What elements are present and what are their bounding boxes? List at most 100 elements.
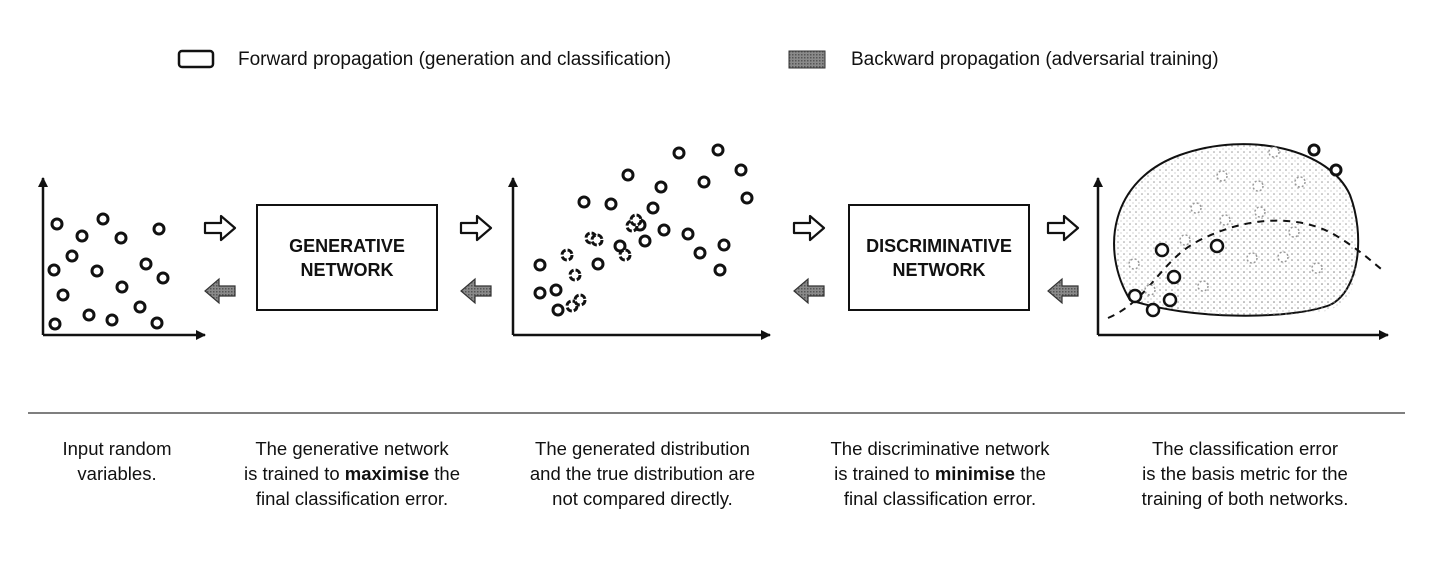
generative-network-box bbox=[256, 204, 438, 311]
caption-distribution-line2: and the true distribution are bbox=[529, 463, 756, 484]
decision-boundary bbox=[1107, 219, 1386, 319]
plot1-point bbox=[114, 231, 128, 245]
plot1-point bbox=[50, 217, 64, 231]
caption-classification: The classification error is the basis me… bbox=[1100, 436, 1390, 511]
legend-forward-swatch bbox=[177, 49, 215, 69]
plot1-point bbox=[65, 249, 79, 263]
plot2-point bbox=[533, 258, 547, 272]
backward-arrow-4 bbox=[1047, 277, 1079, 305]
plot2-points bbox=[533, 143, 754, 317]
plot3-faint-point bbox=[1252, 180, 1264, 192]
plot1-point bbox=[47, 263, 61, 277]
plot3-faint-point bbox=[1197, 280, 1209, 292]
plot3-faint-point bbox=[1254, 206, 1266, 218]
plot1-point bbox=[156, 271, 170, 285]
forward-arrow-3 bbox=[792, 214, 826, 242]
discriminative-network-box bbox=[848, 204, 1030, 311]
plot3-faint-point bbox=[1144, 284, 1156, 296]
plot2-point bbox=[549, 283, 563, 297]
plot2-point bbox=[657, 223, 671, 237]
caption-generative-line2a: is trained to bbox=[244, 463, 345, 484]
discriminative-label-line1: DISCRIMINATIVE bbox=[866, 235, 1012, 256]
plot1-point bbox=[75, 229, 89, 243]
plot3-faint-point bbox=[1219, 214, 1231, 226]
plot2-point bbox=[638, 234, 652, 248]
plot3-points bbox=[1127, 143, 1343, 318]
legend-backward-swatch bbox=[788, 50, 826, 69]
input-scatter-plot bbox=[38, 177, 206, 340]
caption-classification-line3: training of both networks. bbox=[1141, 488, 1349, 509]
plot3-faint-point bbox=[1294, 176, 1306, 188]
plot2-generated-point bbox=[629, 213, 643, 227]
caption-classification-line1: The classification error bbox=[1151, 438, 1339, 459]
plot3-faint-point bbox=[1311, 262, 1323, 274]
caption-discriminative-emphasis: minimise bbox=[934, 463, 1016, 484]
plot1-point bbox=[133, 300, 147, 314]
plot2-generated-point bbox=[618, 248, 632, 262]
caption-generative: The generative network is trained to max… bbox=[222, 436, 482, 511]
caption-discriminative-line2: is trained to minimise the bbox=[798, 461, 1082, 486]
caption-distribution: The generated distribution and the true … bbox=[500, 436, 785, 511]
plot3-faint-point bbox=[1190, 202, 1202, 214]
backward-arrow-3 bbox=[793, 277, 825, 305]
caption-distribution-line1: The generated distribution bbox=[535, 438, 750, 459]
plot2-point bbox=[740, 191, 754, 205]
plot3-faint-point bbox=[1277, 251, 1289, 263]
plot1-point bbox=[150, 316, 164, 330]
plot2-point bbox=[654, 180, 668, 194]
plot3-faint-point bbox=[1179, 234, 1191, 246]
forward-arrow-1 bbox=[203, 214, 237, 242]
plot2-point bbox=[711, 143, 725, 157]
plot3-faint-point bbox=[1288, 226, 1300, 238]
caption-input-line1: Input random bbox=[62, 438, 172, 459]
legend-backward-label: Backward propagation (adversarial traini… bbox=[851, 49, 1219, 70]
caption-generative-emphasis: maximise bbox=[344, 463, 430, 484]
plot2-point bbox=[577, 195, 591, 209]
legend-forward-label: Forward propagation (generation and clas… bbox=[238, 49, 672, 70]
caption-discriminative-line3: final classification error. bbox=[843, 488, 1037, 509]
plot2-generated-point bbox=[560, 248, 574, 262]
plot1-point bbox=[105, 313, 119, 327]
distribution-scatter-plot bbox=[508, 143, 771, 340]
caption-discriminative-line1: The discriminative network bbox=[830, 438, 1050, 459]
plot2-generated-point bbox=[573, 293, 587, 307]
caption-discriminative-line2b: the bbox=[1015, 463, 1046, 484]
plot2-point bbox=[672, 146, 686, 160]
generative-network-label: GENERATIVE NETWORK bbox=[257, 205, 437, 310]
caption-distribution-line3: not compared directly. bbox=[552, 488, 733, 509]
plot1-point bbox=[90, 264, 104, 278]
plot1-point bbox=[48, 317, 62, 331]
caption-discriminative-line2a: is trained to bbox=[834, 463, 935, 484]
plot2-generated-point bbox=[568, 268, 582, 282]
forward-arrow-2 bbox=[459, 214, 493, 242]
plot2-point bbox=[646, 201, 660, 215]
discriminative-label-line2: NETWORK bbox=[892, 259, 986, 280]
plot2-point bbox=[604, 197, 618, 211]
plot2-generated-point bbox=[590, 233, 604, 247]
plot3-true-point bbox=[1166, 269, 1182, 285]
caption-classification-line2: is the basis metric for the bbox=[1142, 463, 1348, 484]
backward-arrow-2 bbox=[460, 277, 492, 305]
plot1-point bbox=[139, 257, 153, 271]
plot1-point bbox=[115, 280, 129, 294]
plot3-true-point bbox=[1145, 302, 1161, 318]
plot3-faint-point bbox=[1268, 146, 1280, 158]
plot1-points bbox=[47, 212, 170, 331]
caption-input: Input random variables. bbox=[22, 436, 212, 486]
plot3-faint-point bbox=[1128, 258, 1140, 270]
plot2-point bbox=[621, 168, 635, 182]
caption-generative-line2: is trained to maximise the bbox=[222, 461, 482, 486]
plot3-faint-point bbox=[1216, 170, 1228, 182]
caption-generative-line2b: the bbox=[429, 463, 460, 484]
plot1-point bbox=[82, 308, 96, 322]
plot3-outlier-point bbox=[1307, 143, 1321, 157]
forward-arrow-4 bbox=[1046, 214, 1080, 242]
discriminative-network-label: DISCRIMINATIVE NETWORK bbox=[849, 205, 1029, 310]
caption-generative-line3: final classification error. bbox=[255, 488, 449, 509]
plot2-point bbox=[551, 303, 565, 317]
caption-input-line2: variables. bbox=[77, 463, 157, 484]
generative-label-line2: NETWORK bbox=[300, 259, 394, 280]
plot3-outlier-point bbox=[1329, 163, 1343, 177]
true-region bbox=[1140, 217, 1356, 316]
classification-plot bbox=[1093, 143, 1389, 340]
